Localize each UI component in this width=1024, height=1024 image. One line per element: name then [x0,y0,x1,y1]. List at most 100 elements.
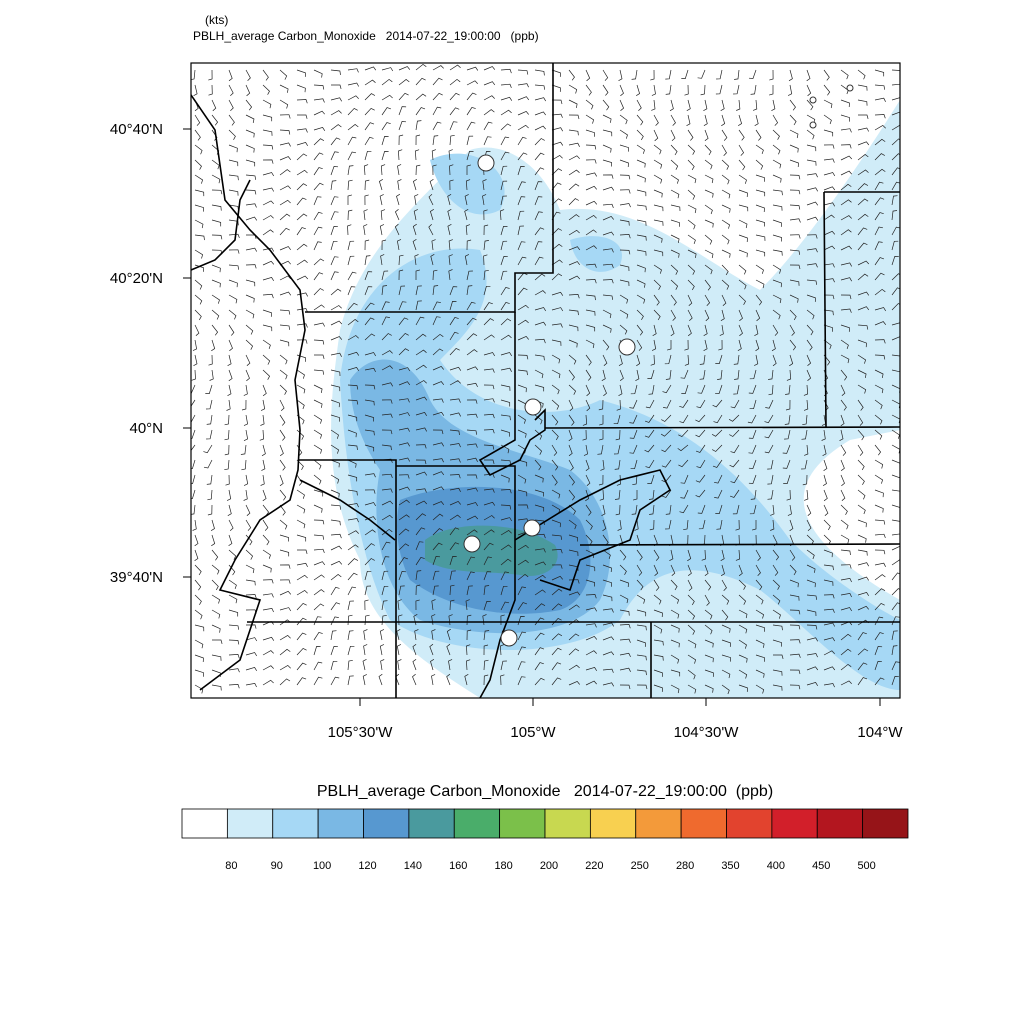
wind-barb [653,264,662,274]
wind-barb [397,599,402,611]
wind-barb [840,414,845,427]
wind-barb [840,459,845,471]
wind-barb [801,459,808,470]
wind-barb [379,644,385,656]
wind-barb [615,429,621,441]
wind-barb [551,273,563,281]
wind-barb [205,384,213,394]
wind-barb [789,264,801,270]
wind-barb [447,193,452,206]
wind-barb [500,384,511,391]
wind-barb [784,414,791,425]
wind-barb [653,249,664,257]
wind-barb [381,541,391,551]
wind-barb [415,541,424,551]
wind-barb [449,500,461,506]
wind-barb [381,151,389,161]
wind-barb [500,123,512,131]
wind-barb [313,241,322,251]
wind-barb [378,179,383,191]
wind-barb [296,213,308,221]
wind-barb [857,213,869,221]
wind-barb [568,275,581,281]
wind-barb [432,164,437,176]
wind-barb [192,339,197,351]
wind-barb [840,444,847,456]
wind-barb [568,384,577,395]
wind-barb [313,196,322,206]
wind-barb [840,128,852,133]
wind-barb [619,549,627,561]
wind-barb [330,660,338,671]
wind-barb [482,179,487,191]
wind-barb [568,579,580,584]
colorbar-label: 350 [721,860,739,872]
colorbar-box [635,808,682,839]
wind-barb [755,609,765,619]
wind-barb [602,248,614,253]
wind-barb [755,159,764,170]
wind-barb [619,174,631,180]
wind-barb [670,234,680,243]
wind-barb [891,645,898,656]
wind-barb [431,629,436,641]
wind-barb [194,639,204,649]
wind-barb [415,459,427,465]
wind-barb [767,474,774,485]
wind-barb [194,249,204,259]
wind-barb [602,636,615,641]
wind-barb [245,264,257,269]
wind-barb [449,514,461,521]
wind-barb [653,579,660,591]
wind-barb [448,659,453,671]
wind-barb [823,650,835,656]
wind-barb [697,504,706,514]
wind-barb [704,174,714,184]
wind-barb [262,608,274,613]
wind-barb [840,593,852,598]
wind-barb [787,84,793,96]
wind-barb [653,609,663,618]
wind-barb [500,504,512,510]
wind-barb [857,127,870,132]
wind-barb [330,474,340,484]
wind-barb [432,92,443,101]
wind-barb [483,571,492,581]
wind-barb [228,144,238,153]
wind-barb [330,211,339,221]
wind-barb [262,519,269,531]
wind-barb [823,214,835,221]
wind-barb [823,504,829,516]
wind-barb [330,180,337,191]
wind-barb [432,135,439,146]
wind-barb [840,170,852,176]
wind-barb [721,144,727,156]
wind-barb [211,534,216,547]
wind-barb [754,354,759,366]
wind-barb [585,504,592,516]
wind-barb [211,159,220,170]
wind-barb [381,528,393,536]
wind-barb [857,648,869,656]
wind-barb [772,189,783,196]
wind-barb [687,294,693,306]
wind-barb [245,203,257,208]
wind-barb [517,384,527,393]
wind-barb [429,209,434,221]
wind-barb [755,669,765,678]
wind-barb [245,534,253,546]
wind-barb [364,93,376,101]
wind-barb [228,534,233,546]
wind-barb [449,474,461,479]
wind-barb [748,429,757,439]
wind-barb [568,129,579,136]
wind-barb [687,189,696,200]
wind-barb [500,571,509,581]
wind-barb [432,442,445,447]
wind-barb [398,381,411,386]
wind-barb [551,291,564,296]
wind-barb [840,534,850,544]
wind-barb [313,110,325,116]
wind-barb [755,234,766,241]
wind-barb [517,573,529,581]
